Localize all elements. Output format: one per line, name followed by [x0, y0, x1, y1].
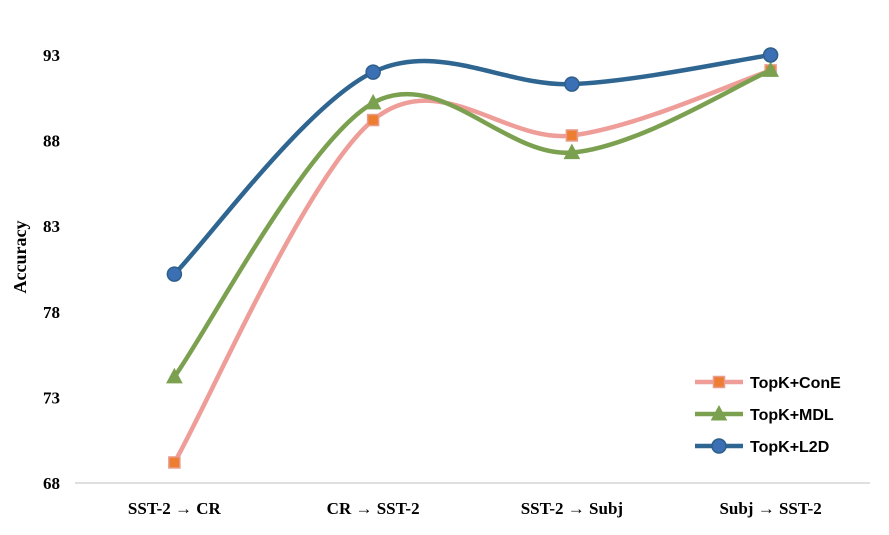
data-point-topk-l2d-sst-2-subj — [564, 76, 580, 92]
legend-label-topk-cone: TopK+ConE — [750, 375, 841, 392]
data-point-topk-l2d-cr-sst-2 — [365, 64, 381, 80]
y-tick-label-68: 68 — [43, 474, 60, 493]
series-line-topk-l2d — [172, 52, 773, 277]
legend-marker-topk-l2d — [711, 438, 727, 454]
y-axis-ticks: 68 73 78 83 88 93 — [43, 46, 60, 493]
legend-marker-topk-cone — [712, 375, 726, 389]
series-group — [166, 47, 779, 469]
data-point-topk-cone-sst-2-cr — [168, 456, 181, 469]
x-tick-label-cr-sst-2: CR → SST-2 — [327, 499, 420, 518]
series-line-topk-mdl — [172, 68, 773, 380]
data-point-topk-cone-cr-sst-2 — [366, 113, 380, 127]
series-topk-l2d — [166, 47, 779, 282]
data-point-topk-mdl-cr-sst-2 — [364, 93, 382, 110]
data-point-topk-l2d-subj-sst-2 — [762, 47, 779, 63]
legend-label-topk-mdl: TopK+MDL — [750, 407, 834, 424]
y-tick-label-78: 78 — [43, 303, 60, 322]
data-point-topk-mdl-sst-2-subj — [563, 143, 581, 160]
series-topk-mdl — [166, 61, 779, 384]
legend-item-topk-l2d: TopK+L2D — [695, 438, 829, 456]
series-topk-cone — [168, 64, 777, 469]
y-tick-label-83: 83 — [43, 217, 60, 236]
legend-marker-topk-mdl — [710, 404, 728, 421]
x-tick-label-sst-2-subj: SST-2 → Subj — [521, 499, 623, 518]
x-axis-ticks: SST-2 → CR CR → SST-2 SST-2 → Subj Subj → S… — [128, 499, 822, 518]
legend-label-topk-l2d: TopK+L2D — [750, 439, 829, 456]
y-axis-title: Accuracy — [10, 221, 30, 294]
data-point-topk-mdl-subj-sst-2 — [762, 61, 779, 77]
legend: TopK+ConE TopK+MDL TopK+L2D — [695, 375, 841, 456]
series-line-topk-cone — [172, 68, 773, 465]
data-point-topk-cone-sst-2-subj — [565, 129, 579, 142]
y-tick-label-93: 93 — [43, 46, 60, 65]
data-point-topk-mdl-sst-2-cr — [166, 367, 183, 384]
legend-item-topk-cone: TopK+ConE — [695, 375, 841, 392]
legend-item-topk-mdl: TopK+MDL — [695, 404, 834, 424]
data-point-topk-l2d-sst-2-cr — [166, 266, 183, 282]
x-tick-label-sst-2-cr: SST-2 → CR — [128, 499, 222, 518]
y-tick-label-73: 73 — [43, 388, 60, 407]
y-tick-label-88: 88 — [43, 132, 60, 151]
x-tick-label-subj-sst-2: Subj → SST-2 — [719, 499, 821, 518]
